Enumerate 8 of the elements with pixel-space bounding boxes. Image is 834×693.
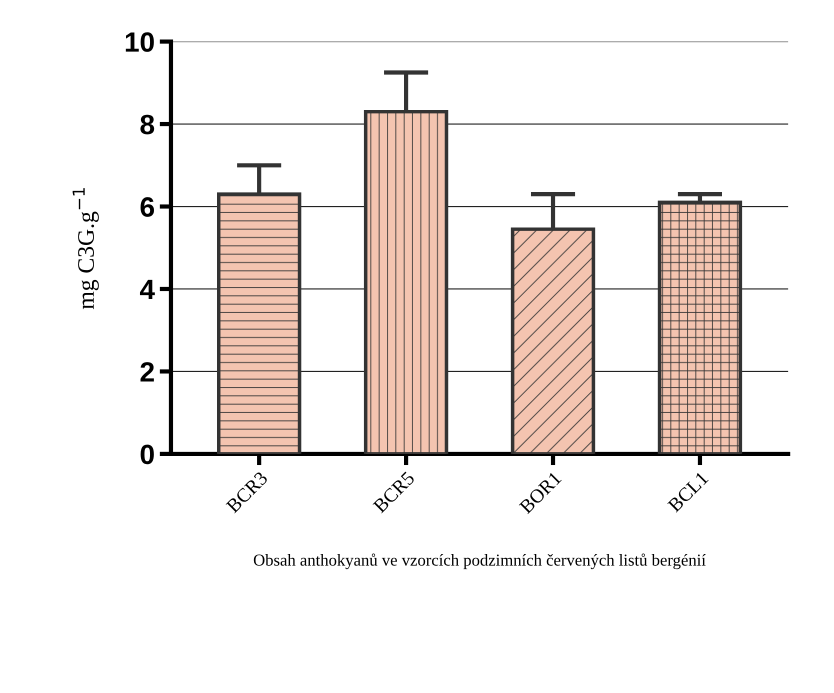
text: Obsah anthokyanů ve vzorcích podzimních červených listů bergénií — [254, 554, 706, 570]
y-tick-label: 4 — [140, 280, 155, 300]
y-tick-label: 2 — [140, 362, 154, 382]
y-tick-label: 8 — [140, 114, 154, 134]
y-axis-title: mg C3G.g$^{−1}$ — [72, 188, 99, 310]
y-tick-label: 10 — [126, 32, 154, 52]
y-tick-label: 6 — [140, 197, 154, 217]
y-tick-label: 0 — [140, 444, 154, 464]
